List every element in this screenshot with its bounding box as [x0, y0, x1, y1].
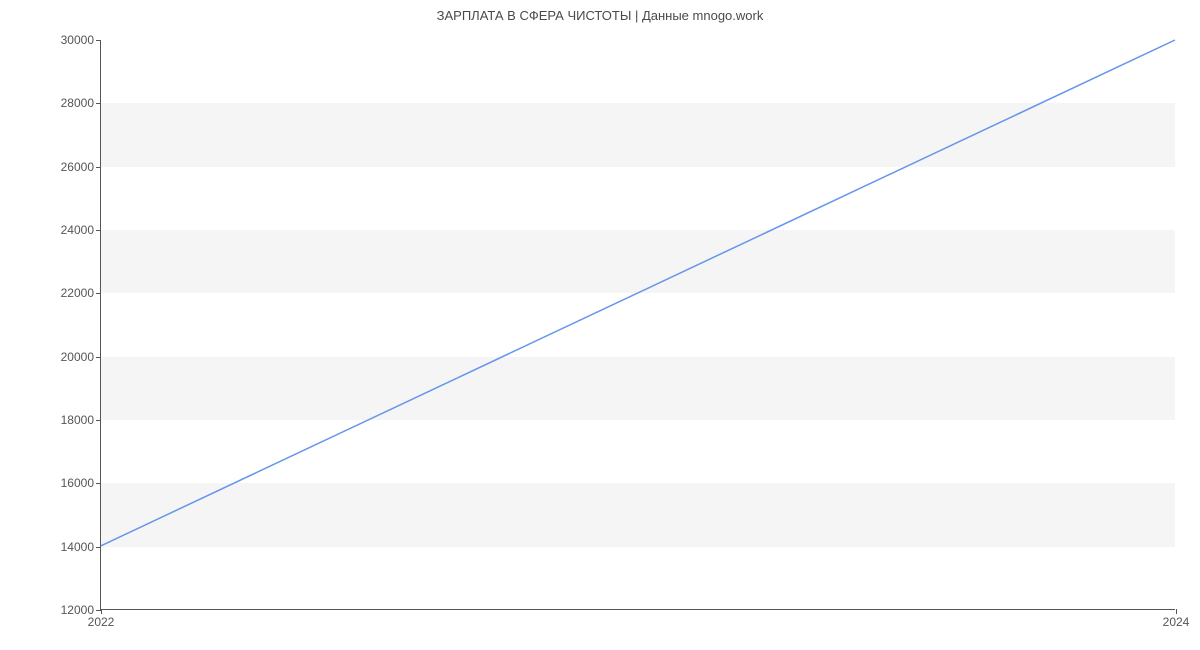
y-tick-mark: [96, 167, 101, 168]
y-tick-mark: [96, 483, 101, 484]
y-tick-label: 16000: [46, 476, 94, 490]
y-tick-label: 14000: [46, 540, 94, 554]
y-tick-label: 22000: [46, 286, 94, 300]
y-tick-label: 24000: [46, 223, 94, 237]
y-tick-mark: [96, 357, 101, 358]
chart-title: ЗАРПЛАТА В СФЕРА ЧИСТОТЫ | Данные mnogo.…: [0, 0, 1200, 23]
y-tick-label: 30000: [46, 33, 94, 47]
y-tick-mark: [96, 547, 101, 548]
x-tick-label: 2022: [88, 615, 115, 629]
x-tick-label: 2024: [1163, 615, 1190, 629]
y-tick-label: 20000: [46, 350, 94, 364]
y-tick-mark: [96, 40, 101, 41]
y-tick-mark: [96, 420, 101, 421]
y-tick-label: 18000: [46, 413, 94, 427]
data-line: [101, 40, 1175, 546]
y-tick-mark: [96, 293, 101, 294]
line-series: [101, 40, 1175, 609]
plot-area: 1200014000160001800020000220002400026000…: [100, 40, 1175, 610]
y-tick-label: 26000: [46, 160, 94, 174]
y-tick-mark: [96, 230, 101, 231]
y-tick-mark: [96, 103, 101, 104]
chart-container: 1200014000160001800020000220002400026000…: [100, 40, 1175, 610]
x-tick-mark: [101, 609, 102, 614]
y-tick-label: 28000: [46, 96, 94, 110]
x-tick-mark: [1176, 609, 1177, 614]
